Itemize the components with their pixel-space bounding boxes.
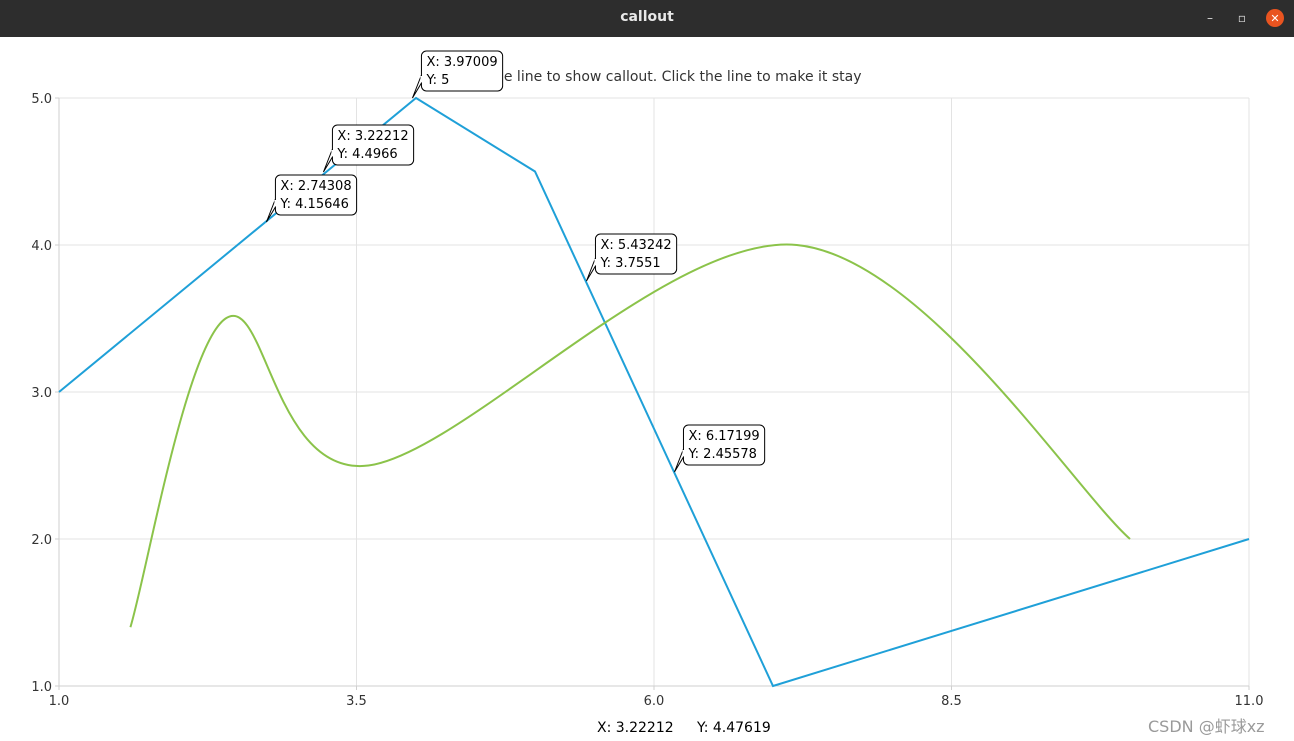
- chart-title: he line to show callout. Click the line …: [495, 69, 862, 85]
- maximize-icon[interactable]: ▫: [1237, 11, 1247, 25]
- series-line-2[interactable]: [129, 243, 1131, 628]
- y-tick-label: 1.0: [31, 680, 52, 695]
- y-tick-label: 2.0: [31, 533, 52, 548]
- cursor-y-readout: Y: 4.47619: [697, 720, 771, 736]
- x-tick-label: 11.0: [1235, 694, 1264, 709]
- callout-y-label: Y: 3.7551: [599, 256, 660, 271]
- callout[interactable]: X: 5.43242 Y: 3.7551: [585, 233, 678, 282]
- chart-view[interactable]: 1.0 3.5 6.0 8.5 11.0 5.0 4.0 3.0 2.0 1.0 he line …: [0, 37, 1294, 741]
- callout-pointer: [411, 74, 422, 99]
- callout-y-label: Y: 4.15646: [279, 197, 349, 212]
- watermark: CSDN @虾球xz: [1148, 717, 1265, 736]
- callout-y-label: Y: 4.4966: [336, 147, 397, 162]
- y-tick-label: 3.0: [31, 386, 52, 401]
- callout-box: [274, 174, 358, 216]
- callout-box: [594, 233, 678, 275]
- callout-x-label: X: 2.74308: [280, 179, 351, 194]
- x-tick-label: 3.5: [346, 694, 367, 709]
- callout[interactable]: X: 3.22212 Y: 4.4966: [322, 124, 415, 173]
- chart-canvas[interactable]: 1.0 3.5 6.0 8.5 11.0 5.0 4.0 3.0 2.0 1.0 he line …: [0, 37, 1294, 741]
- cursor-x-readout: X: 3.22212: [597, 720, 674, 736]
- callout-box: [420, 50, 504, 92]
- callout-y-label: Y: 5: [425, 73, 449, 88]
- callout-box: [331, 124, 415, 166]
- callout-pointer: [322, 148, 333, 173]
- x-tick-label: 8.5: [941, 694, 962, 709]
- callout-pointer: [585, 257, 596, 282]
- callout-pointer: [265, 198, 276, 223]
- window-title: callout: [620, 9, 674, 25]
- callout-x-label: X: 3.22212: [337, 129, 408, 144]
- y-tick-label: 4.0: [31, 239, 52, 254]
- close-icon[interactable]: ✕: [1266, 9, 1284, 27]
- x-tick-label: 6.0: [644, 694, 665, 709]
- callout-y-label: Y: 2.45578: [687, 447, 757, 462]
- y-tick-label: 5.0: [31, 92, 52, 107]
- callout[interactable]: X: 3.97009 Y: 5: [411, 50, 504, 99]
- minimize-icon[interactable]: –: [1207, 11, 1213, 25]
- callout-x-label: X: 6.17199: [688, 429, 759, 444]
- title-bar: callout – ▫ ✕: [0, 0, 1294, 37]
- x-tick-label: 1.0: [49, 694, 70, 709]
- callout-pointer: [674, 448, 684, 473]
- callout-x-label: X: 5.43242: [600, 238, 671, 253]
- callout[interactable]: X: 6.17199 Y: 2.45578: [674, 424, 766, 473]
- callout-x-label: X: 3.97009: [426, 55, 497, 70]
- callout-box: [682, 424, 766, 466]
- callout[interactable]: X: 2.74308 Y: 4.15646: [265, 174, 358, 223]
